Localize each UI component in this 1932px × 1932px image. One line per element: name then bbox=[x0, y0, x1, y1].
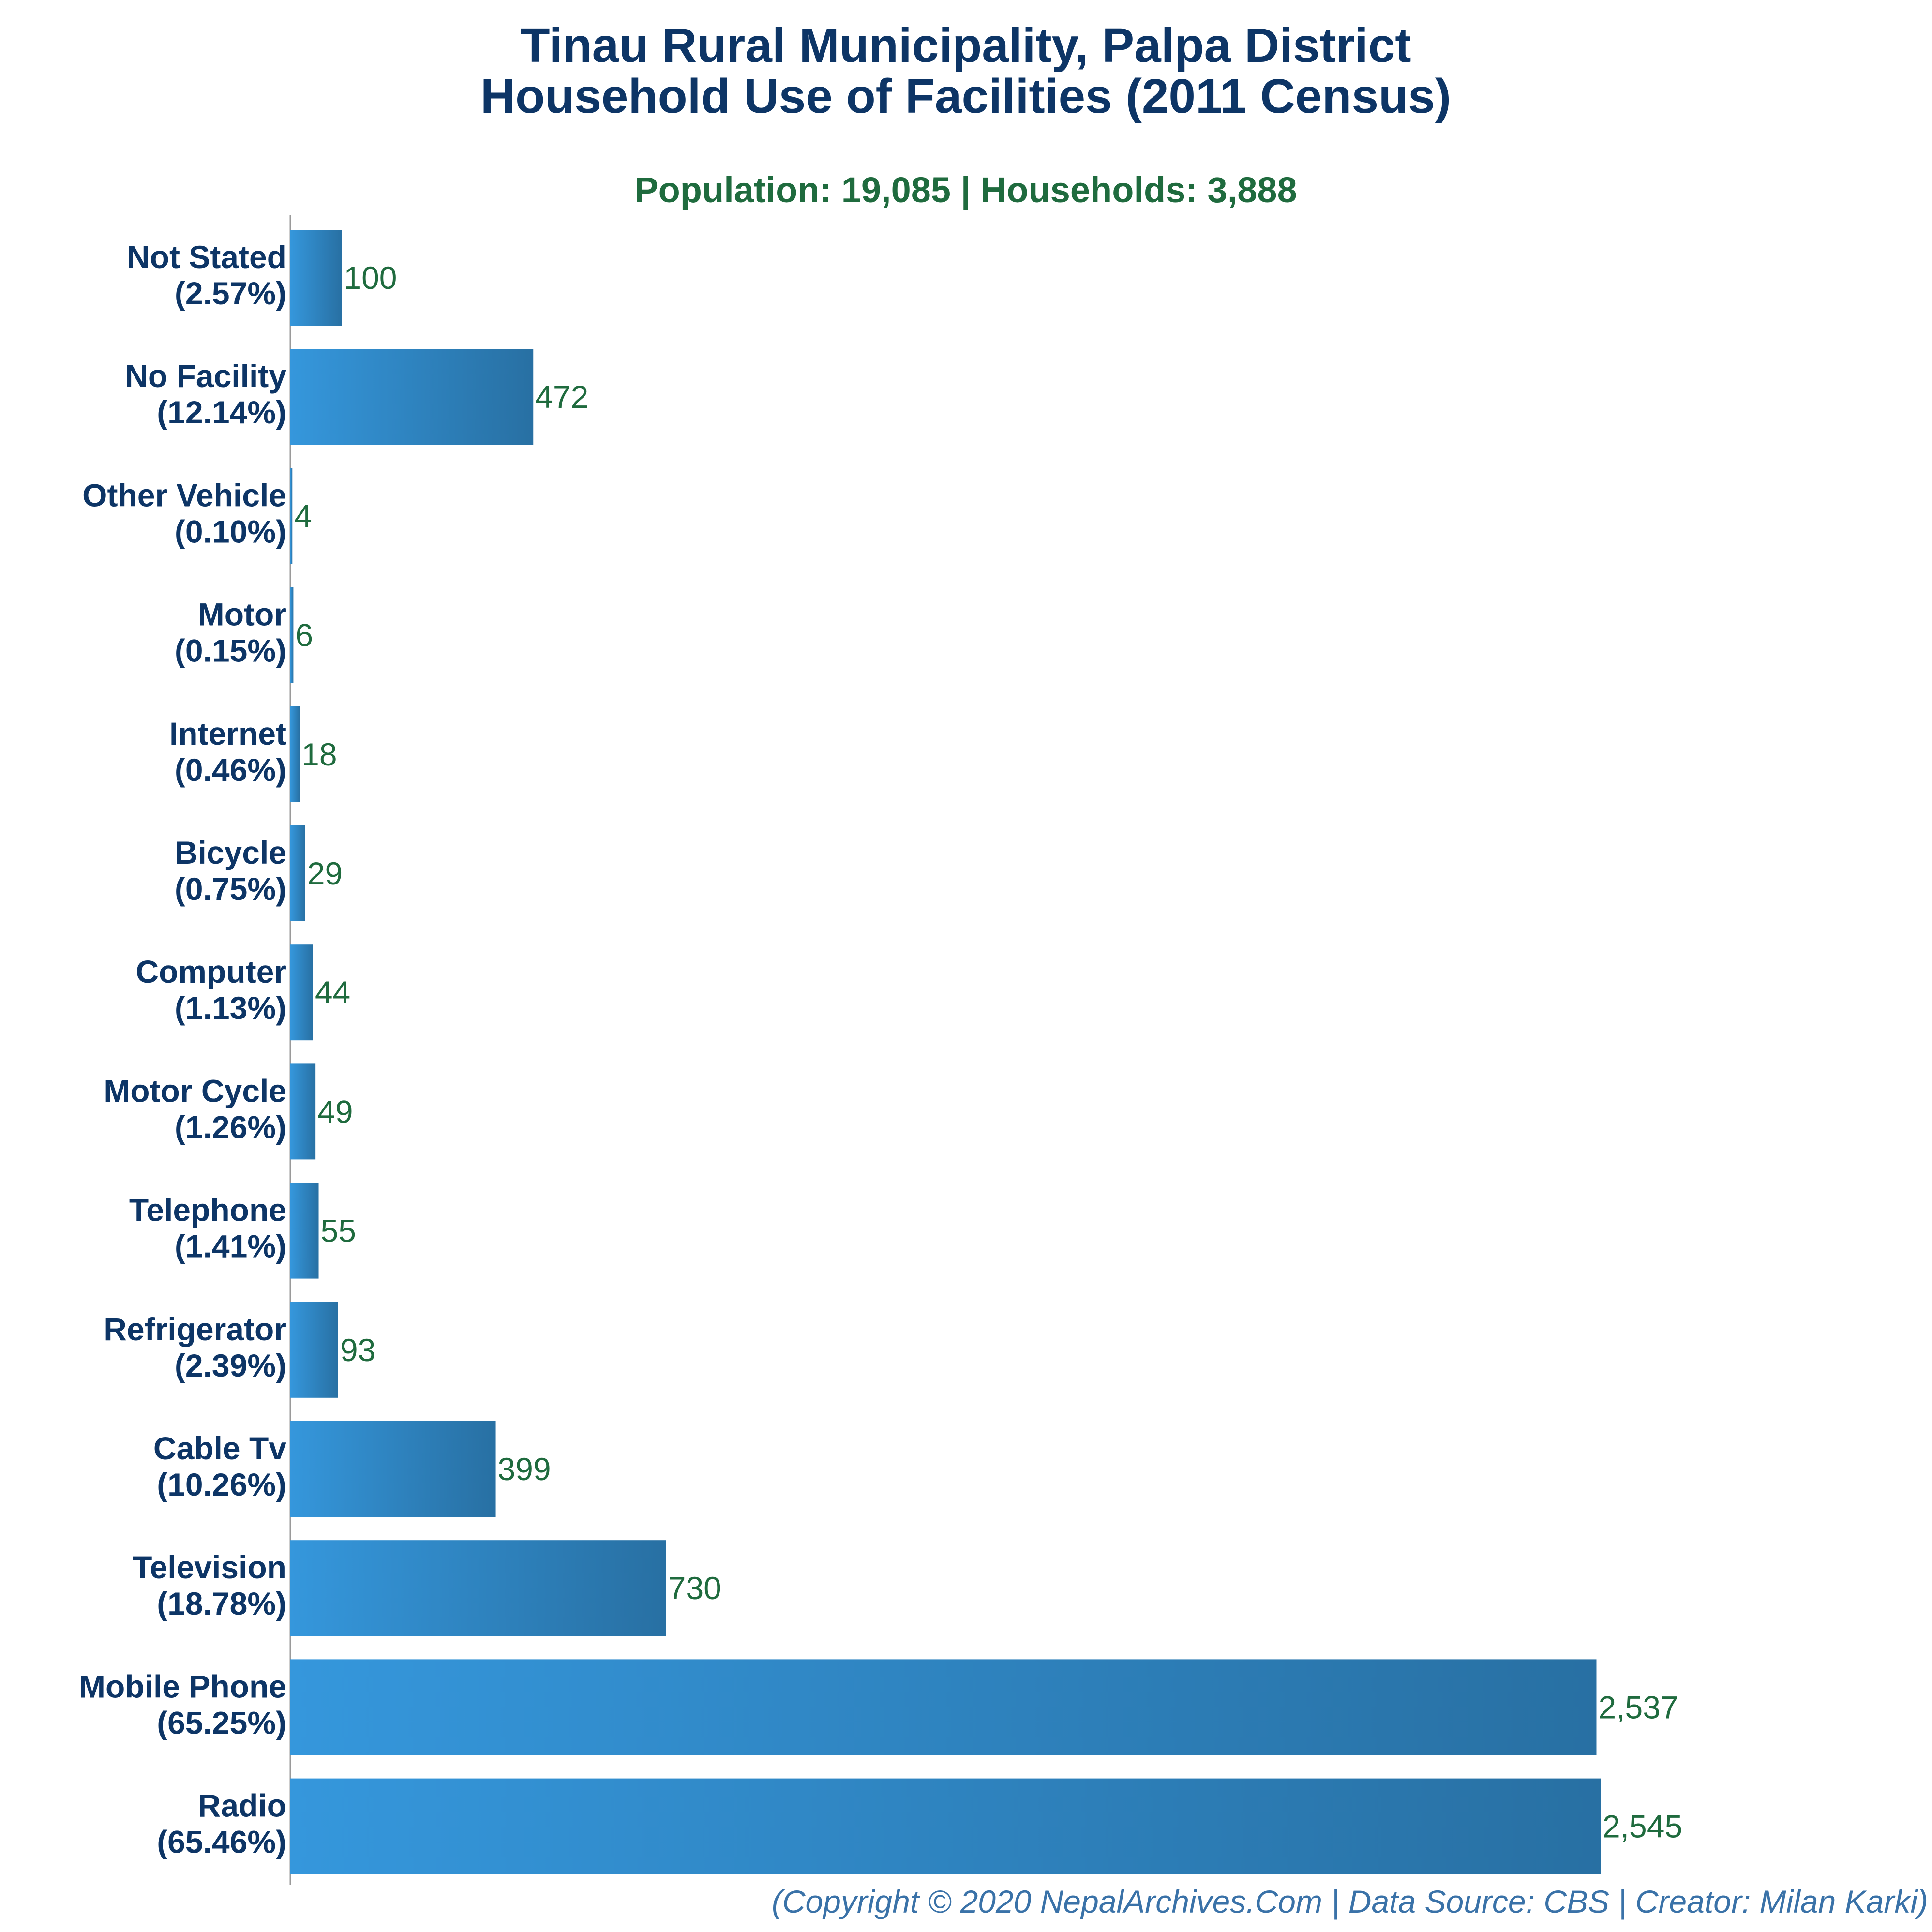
category-percent-label: (65.25%) bbox=[157, 1705, 286, 1740]
category-label: Bicycle bbox=[175, 835, 286, 870]
category-label: Radio bbox=[198, 1788, 286, 1824]
bar-value-label: 44 bbox=[315, 974, 350, 1010]
category-label: Telephone bbox=[129, 1192, 286, 1228]
bar-value-label: 55 bbox=[321, 1213, 356, 1249]
category-percent-label: (10.26%) bbox=[157, 1467, 286, 1502]
category-percent-label: (2.39%) bbox=[175, 1348, 286, 1383]
bar-television bbox=[290, 1540, 666, 1636]
bar-internet bbox=[290, 706, 300, 802]
category-label: Not Stated bbox=[127, 239, 286, 275]
category-percent-label: (18.78%) bbox=[157, 1586, 286, 1621]
bar-not-stated bbox=[290, 230, 342, 326]
bar-value-label: 29 bbox=[307, 855, 343, 891]
category-percent-label: (0.46%) bbox=[175, 752, 286, 788]
bar-value-label: 2,545 bbox=[1603, 1809, 1682, 1844]
category-label: Internet bbox=[169, 716, 286, 751]
bar-motor-cycle bbox=[290, 1063, 316, 1160]
category-label: Cable Tv bbox=[153, 1430, 286, 1466]
footer-credit: (Copyright © 2020 NepalArchives.Com | Da… bbox=[772, 1884, 1928, 1920]
bar-value-label: 399 bbox=[498, 1451, 551, 1487]
category-percent-label: (0.10%) bbox=[175, 513, 286, 549]
bar-no-facility bbox=[290, 349, 534, 445]
bar-value-label: 18 bbox=[301, 736, 337, 772]
category-percent-label: (65.46%) bbox=[157, 1824, 286, 1860]
chart-title-line2: Household Use of Facilities (2011 Census… bbox=[480, 69, 1451, 123]
bar-value-label: 49 bbox=[317, 1093, 353, 1129]
bar-other-vehicle bbox=[290, 468, 293, 564]
category-percent-label: (0.15%) bbox=[175, 633, 286, 669]
bar-value-label: 100 bbox=[344, 260, 397, 296]
bar-value-label: 2,537 bbox=[1598, 1689, 1678, 1725]
bar-radio bbox=[290, 1778, 1601, 1874]
bar-value-label: 472 bbox=[535, 379, 588, 415]
chart-subtitle: Population: 19,085 | Households: 3,888 bbox=[634, 170, 1297, 210]
bars-group: 100 Not Stated(2.57%) 472 No Facility(12.14… bbox=[79, 230, 1682, 1874]
category-percent-label: (12.14%) bbox=[157, 394, 286, 430]
category-label: Other Vehicle bbox=[82, 477, 286, 513]
category-percent-label: (1.13%) bbox=[175, 990, 286, 1026]
category-percent-label: (2.57%) bbox=[175, 275, 286, 311]
category-label: Refrigerator bbox=[104, 1311, 286, 1347]
bar-computer bbox=[290, 944, 313, 1041]
bar-value-label: 93 bbox=[340, 1332, 375, 1368]
bar-mobile-phone bbox=[290, 1659, 1597, 1755]
chart-title-line1: Tinau Rural Municipality, Palpa District bbox=[520, 18, 1411, 73]
bar-motor bbox=[290, 587, 294, 683]
category-percent-label: (1.26%) bbox=[175, 1109, 286, 1145]
bar-bicycle bbox=[290, 825, 305, 921]
bar-value-label: 730 bbox=[668, 1570, 721, 1606]
category-label: No Facility bbox=[125, 358, 286, 394]
category-label: Motor Cycle bbox=[104, 1073, 286, 1108]
category-percent-label: (0.75%) bbox=[175, 871, 286, 907]
bar-cable-tv bbox=[290, 1421, 496, 1517]
category-label: Mobile Phone bbox=[79, 1668, 286, 1704]
category-label: Motor bbox=[198, 597, 286, 632]
bar-value-label: 6 bbox=[295, 617, 313, 653]
bar-refrigerator bbox=[290, 1302, 338, 1398]
category-label: Television bbox=[133, 1549, 286, 1585]
category-percent-label: (1.41%) bbox=[175, 1228, 286, 1264]
bar-value-label: 4 bbox=[294, 498, 312, 534]
category-label: Computer bbox=[135, 954, 286, 989]
bar-telephone bbox=[290, 1183, 319, 1279]
